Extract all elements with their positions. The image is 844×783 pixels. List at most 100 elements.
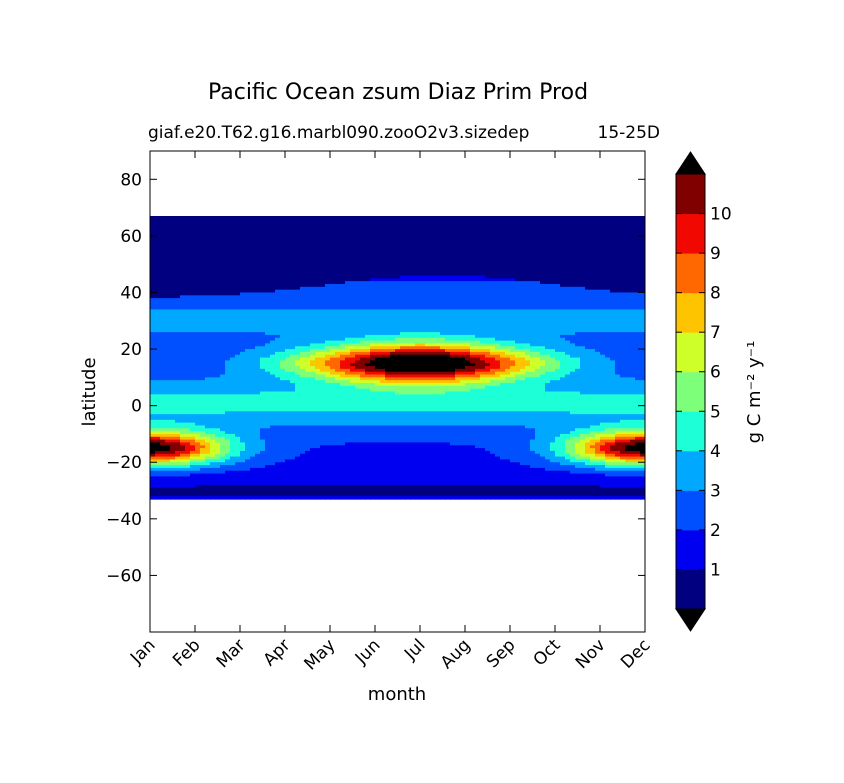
contour-cell [240,278,246,282]
contour-cell [390,402,396,407]
contour-cell [180,453,186,458]
contour-cell [300,402,306,407]
contour-cell [255,431,261,435]
contour-cell [270,470,276,475]
contour-cell [230,391,236,395]
contour-cell [245,247,251,251]
contour-cell [230,306,236,311]
contour-cell [340,419,346,424]
contour-cell [395,399,401,404]
contour-cell [260,252,266,257]
contour-cell [340,448,346,452]
contour-cell [305,436,311,441]
contour-cell [240,286,246,291]
contour-cell [285,258,291,262]
contour-cell [285,377,291,381]
contour-cell [220,459,226,463]
contour-cell [300,269,306,274]
contour-cell [290,385,296,390]
contour-cell [250,315,256,319]
contour-cell [260,303,266,308]
contour-cell [155,300,161,305]
contour-cell [185,272,191,277]
contour-cell [305,320,311,325]
contour-cell [320,436,326,441]
contour-cell [370,470,376,475]
contour-cell [210,431,216,435]
contour-cell [190,298,196,302]
contour-cell [260,399,266,404]
contour-cell [185,252,191,257]
contour-cell [230,450,236,455]
contour-cell [355,278,361,282]
contour-cell [190,476,196,480]
contour-cell [290,224,296,228]
contour-cell [175,309,181,313]
contour-cell [320,479,326,483]
contour-cell [335,303,341,308]
contour-cell [360,433,366,438]
contour-cell [180,320,186,325]
contour-cell [160,377,166,381]
contour-cell [275,467,281,472]
contour-cell [305,351,311,356]
contour-cell [235,218,241,223]
contour-cell [385,465,391,469]
contour-cell [275,428,281,432]
contour-cell [290,482,296,486]
contour-cell [275,357,281,361]
contour-cell [250,351,256,356]
contour-cell [390,414,396,418]
contour-cell [385,368,391,373]
contour-cell [360,391,366,395]
contour-cell [305,233,311,237]
contour-cell [160,360,166,364]
contour-cell [320,490,326,494]
contour-cell [205,329,211,333]
contour-cell [380,227,386,231]
contour-cell [390,278,396,282]
contour-cell [255,281,261,285]
contour-cell [180,374,186,378]
contour-cell [305,312,311,316]
contour-cell [290,383,296,387]
contour-cell [335,450,341,455]
contour-cell [255,357,261,361]
contour-cell [330,402,336,407]
contour-cell [215,281,221,285]
contour-cell [235,278,241,282]
contour-cell [350,275,356,279]
contour-cell [235,317,241,322]
contour-cell [230,340,236,344]
contour-cell [360,278,366,282]
contour-cell [190,462,196,466]
contour-cell [300,343,306,347]
contour-cell [345,450,351,455]
contour-cell [265,493,271,497]
contour-cell [310,456,316,461]
contour-cell [275,221,281,226]
contour-cell [200,442,206,446]
contour-cell [325,459,331,463]
contour-cell [155,218,161,223]
contour-cell [235,346,241,350]
contour-cell [220,233,226,237]
contour-cell [225,388,231,393]
contour-cell [165,326,171,330]
contour-cell [225,340,231,344]
contour-cell [215,306,221,311]
contour-cell [165,368,171,373]
contour-cell [350,487,356,492]
contour-cell [325,300,331,305]
contour-cell [235,286,241,291]
contour-cell [350,484,356,489]
contour-cell [365,337,371,342]
contour-cell [230,462,236,466]
contour-cell [165,230,171,234]
contour-cell [335,312,341,316]
contour-cell [210,496,216,500]
contour-cell [240,357,246,361]
contour-cell [390,431,396,435]
contour-cell [375,241,381,245]
contour-cell [290,292,296,296]
